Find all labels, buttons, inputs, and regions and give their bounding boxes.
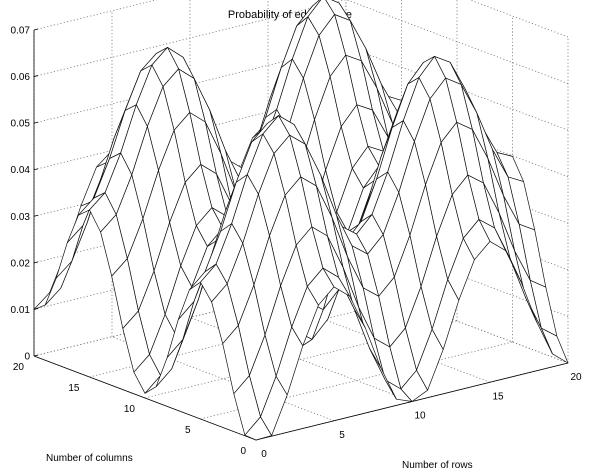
z-tick-label: 0: [24, 352, 30, 363]
z-tick-label: 0.04: [11, 165, 31, 176]
z-tick-mark: [33, 168, 39, 171]
surface-patch: [244, 416, 272, 441]
y-tick-label: 0: [240, 446, 246, 457]
z-tick-label: 0.03: [11, 212, 31, 223]
y-axis-label: Number of columns: [46, 453, 133, 464]
z-tick-label: 0.06: [11, 72, 31, 83]
x-tick-label: 10: [414, 411, 426, 422]
x-tick-label: 20: [570, 372, 582, 383]
z-tick-mark: [33, 214, 39, 217]
z-tick-mark: [33, 75, 39, 77]
y-tick-label: 5: [185, 425, 191, 436]
side-wall-gridline: [346, 0, 569, 84]
y-tick-label: 20: [13, 362, 25, 373]
z-axis-ticks: 0 0.01 0.02 0.03 0.04 0.05 0.06 0.07: [11, 26, 39, 363]
y-tick-label: 10: [124, 404, 136, 415]
y-axis-ticks: 0 5 10 15 20: [13, 362, 247, 457]
x-tick-label: 15: [492, 391, 504, 402]
z-tick-label: 0.01: [11, 305, 31, 316]
z-tick-label: 0.05: [11, 119, 31, 130]
z-tick-mark: [33, 261, 39, 264]
surface-patch: [55, 225, 84, 279]
side-wall-gridline: [345, 45, 569, 131]
surface-mesh: [33, 0, 569, 441]
y-axis-line: [33, 355, 257, 441]
y-tick-label: 15: [68, 383, 80, 394]
x-tick-label: 0: [261, 449, 267, 460]
x-tick-label: 5: [339, 430, 345, 441]
floor-gridline: [144, 320, 458, 399]
surface-patch: [44, 260, 73, 306]
z-tick-mark: [33, 28, 39, 31]
z-tick-label: 0.07: [11, 26, 31, 37]
z-tick-label: 0.02: [11, 258, 31, 269]
x-axis-ticks: 0 5 10 15 20: [261, 372, 582, 460]
floor-gridline: [200, 341, 513, 420]
x-axis-label: Number of rows: [402, 460, 473, 471]
z-tick-mark: [33, 354, 39, 357]
z-tick-mark: [33, 121, 39, 124]
